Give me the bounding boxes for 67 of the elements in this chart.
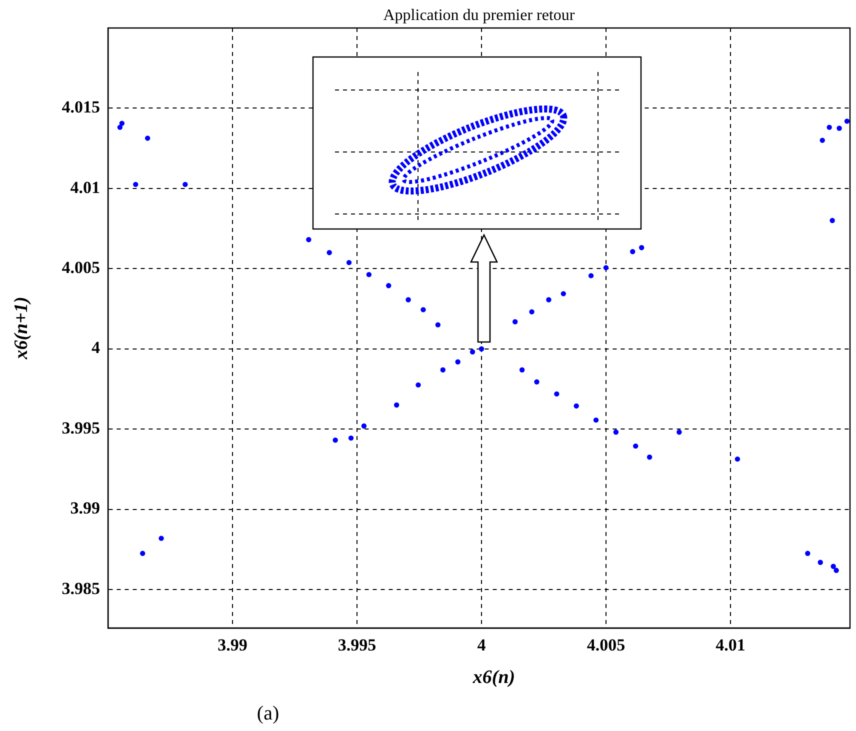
y-tick-label: 4.01 <box>70 178 100 197</box>
point <box>182 182 188 188</box>
x-tick-label: 3.995 <box>338 636 376 655</box>
point <box>574 403 579 409</box>
point <box>805 550 810 556</box>
point <box>734 456 740 462</box>
x-tick-label: 4.005 <box>586 636 626 655</box>
point <box>440 367 446 372</box>
chart-title: Application du premier retour <box>383 7 576 24</box>
point <box>820 138 825 143</box>
point <box>158 536 164 541</box>
point <box>826 124 832 130</box>
point <box>836 126 842 131</box>
point <box>830 218 835 224</box>
point <box>593 417 599 423</box>
point <box>519 367 525 372</box>
point <box>534 379 540 385</box>
point <box>420 307 426 312</box>
point <box>332 438 338 443</box>
point <box>844 118 850 124</box>
point <box>394 402 400 408</box>
point <box>435 322 441 328</box>
point <box>306 237 312 242</box>
point <box>646 454 652 460</box>
point <box>140 550 146 556</box>
point <box>455 359 460 364</box>
point <box>326 250 332 256</box>
x-tick-label: 3.99 <box>218 636 248 655</box>
y-tick-label: 3.995 <box>62 418 100 438</box>
y-tick-label: 4.005 <box>62 258 100 278</box>
point <box>512 319 518 324</box>
point <box>470 349 476 355</box>
y-tick-label: 4 <box>92 338 100 358</box>
point <box>366 272 372 278</box>
point <box>546 297 552 302</box>
point <box>346 260 352 266</box>
y-tick-label: 3.985 <box>62 578 100 598</box>
point <box>119 120 125 126</box>
point <box>613 430 619 435</box>
point <box>830 564 836 569</box>
text: (a) <box>256 702 280 724</box>
point <box>633 443 638 449</box>
x-axis-title: x6(n) <box>472 666 516 688</box>
point <box>144 136 150 141</box>
point <box>834 568 839 574</box>
point <box>386 283 392 288</box>
x-tick-label: 4 <box>477 636 486 655</box>
point <box>133 182 138 188</box>
point <box>361 423 367 429</box>
point <box>588 273 594 278</box>
point <box>676 430 682 435</box>
point <box>603 265 609 270</box>
point <box>478 346 484 352</box>
point <box>416 382 421 388</box>
point <box>630 249 636 254</box>
y-tick-label: 3.99 <box>70 498 100 518</box>
point <box>560 291 566 296</box>
y-axis-title: x6(n+1) <box>10 296 32 360</box>
x-tick-label: 4.01 <box>716 636 746 655</box>
point <box>406 297 411 302</box>
point <box>818 560 823 565</box>
point <box>348 435 354 441</box>
point <box>554 391 560 397</box>
point <box>638 245 644 250</box>
point <box>117 124 123 130</box>
y-tick-label: 4.015 <box>62 98 100 117</box>
point <box>529 309 534 314</box>
